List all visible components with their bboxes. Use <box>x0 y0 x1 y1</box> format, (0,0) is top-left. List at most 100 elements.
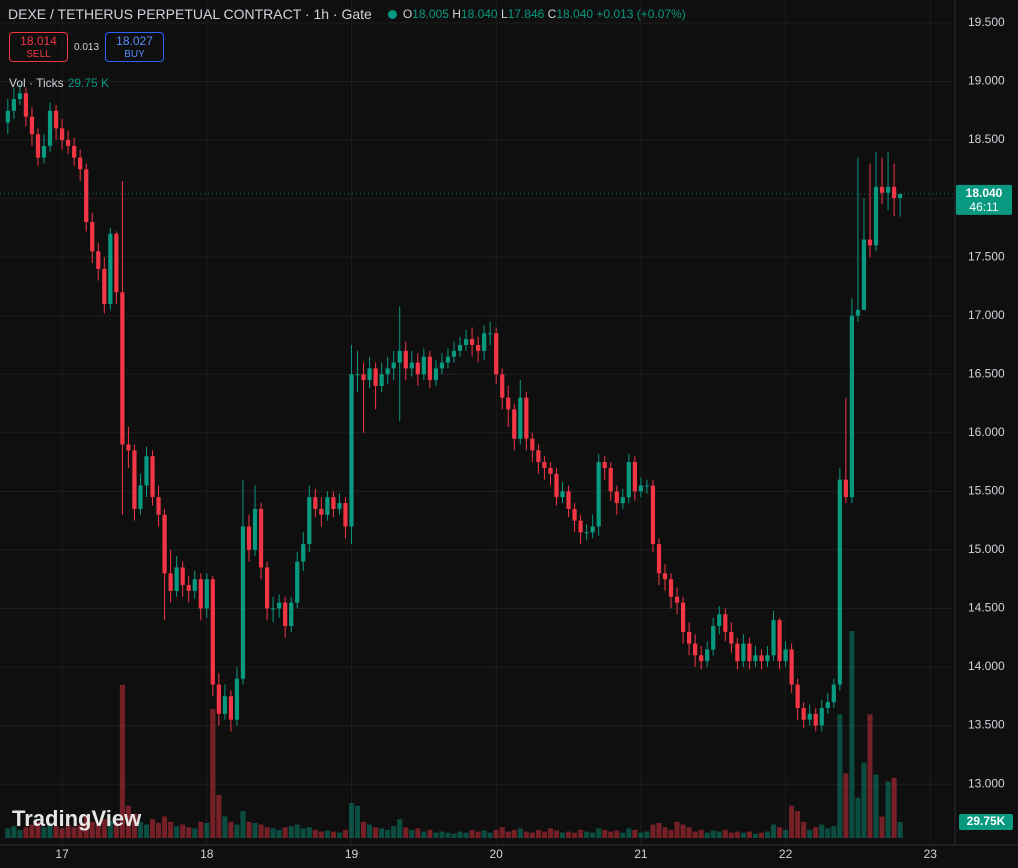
candle-body <box>246 526 252 550</box>
candle-body <box>180 567 185 586</box>
candle-body <box>234 678 240 720</box>
candle-body <box>494 333 499 375</box>
volume-bar <box>734 831 740 838</box>
volume-bar <box>493 829 499 838</box>
candle-body <box>620 497 625 504</box>
candle-body <box>186 585 191 591</box>
volume-bar <box>306 827 312 838</box>
x-tick-label: 19 <box>345 847 359 861</box>
candle-body <box>753 655 758 662</box>
volume-bar <box>801 821 807 838</box>
candle-body <box>668 579 674 597</box>
candle-body <box>548 467 553 474</box>
volume-bar <box>698 829 704 838</box>
candle-body <box>228 696 234 720</box>
sell-button[interactable]: 18.014 SELL <box>9 32 68 62</box>
candle-body <box>867 239 873 246</box>
candle-body <box>735 643 740 662</box>
volume-bar <box>354 805 361 838</box>
status-dot <box>387 9 397 19</box>
ohlc-key: O <box>402 7 413 21</box>
candle-body <box>403 350 408 369</box>
candle-body <box>162 514 167 574</box>
candle-body <box>566 491 571 509</box>
candle-body <box>771 620 776 656</box>
buy-label: BUY <box>124 49 145 60</box>
candle-body <box>825 702 830 708</box>
y-tick-label: 14.500 <box>968 601 1005 615</box>
candle-body <box>138 485 143 509</box>
candle-body <box>120 292 125 445</box>
candle-body <box>524 397 529 439</box>
candle-body <box>277 602 282 609</box>
candle-body <box>289 602 294 627</box>
candle-body <box>608 467 613 492</box>
symbol[interactable]: DEXE / TETHERUS PERPETUAL CONTRACT · 1h … <box>8 6 372 22</box>
candle-body <box>427 356 432 381</box>
candle-body <box>475 344 481 351</box>
candle-body <box>391 362 396 369</box>
volume-bar <box>656 822 662 838</box>
volume-bar <box>590 832 596 838</box>
ohlc-key: L <box>500 7 508 21</box>
volume-bar <box>511 829 517 838</box>
change: +0.013 (+0.07%) <box>596 7 686 21</box>
volume-bar <box>553 830 560 838</box>
candle-body <box>554 473 559 498</box>
volume-bar <box>596 828 602 838</box>
volume-bar <box>650 824 656 838</box>
volume-bar <box>409 829 415 838</box>
candle-body <box>765 655 770 662</box>
volume-bar <box>47 822 53 838</box>
volume-bar <box>855 797 861 838</box>
volume-bar <box>783 829 789 838</box>
y-tick-label: 18.500 <box>968 132 1005 146</box>
volume-bar <box>559 832 566 838</box>
candle-body <box>90 222 95 252</box>
volume-bar <box>198 821 204 838</box>
volume-bar <box>457 831 463 838</box>
x-tick-label: 17 <box>55 847 69 861</box>
candle-body <box>264 567 270 609</box>
countdown: 46:11 <box>969 200 998 214</box>
candle-body <box>132 450 137 509</box>
volume-bar <box>481 830 487 838</box>
candle-body <box>204 579 209 609</box>
volume-bar <box>421 831 427 838</box>
price-tag <box>956 184 1012 215</box>
candle-body <box>17 93 23 100</box>
logo: TradingView <box>12 806 142 831</box>
volume-bar <box>300 828 306 838</box>
candle-body <box>66 140 71 146</box>
candle-body <box>240 526 246 679</box>
candle-body <box>861 239 867 310</box>
volume-bar <box>704 832 710 838</box>
ohlc-key: H <box>452 7 461 21</box>
candle-body <box>729 631 734 644</box>
candle-body <box>590 526 595 533</box>
y-tick-label: 17.500 <box>968 249 1005 263</box>
volume-bar <box>891 777 897 838</box>
candle-body <box>687 631 692 644</box>
candle-body <box>439 362 445 369</box>
volume-bar <box>662 827 668 838</box>
volume-bar <box>192 828 198 838</box>
candle-body <box>192 579 197 591</box>
volume-bar <box>107 820 113 838</box>
volume-bar <box>156 822 162 838</box>
volume-bar <box>131 813 137 838</box>
volume-bar <box>505 831 511 838</box>
volume-bar <box>439 831 445 838</box>
candle-body <box>560 491 565 498</box>
volume-bar <box>95 822 101 838</box>
candle-body <box>78 157 83 170</box>
y-tick-label: 13.000 <box>968 776 1005 790</box>
volume-bar <box>770 824 777 838</box>
candle-body <box>59 128 65 141</box>
candle-body <box>349 374 354 527</box>
candle-body <box>295 561 300 603</box>
sell-price: 18.014 <box>20 34 57 48</box>
volume-bar <box>367 824 373 838</box>
buy-button[interactable]: 18.027 BUY <box>105 32 165 62</box>
